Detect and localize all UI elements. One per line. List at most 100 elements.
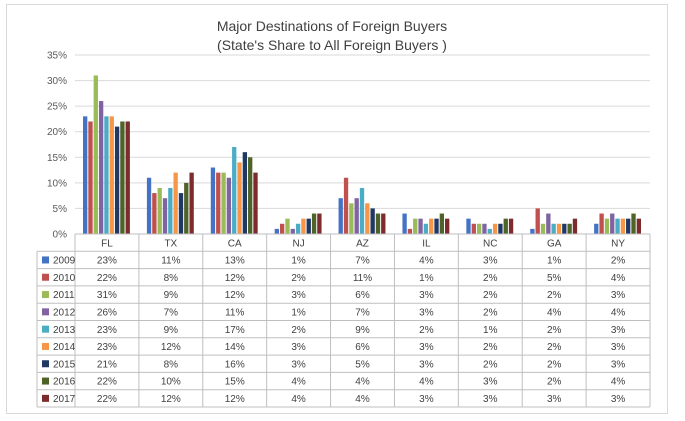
bar-2015-IL <box>434 218 439 234</box>
category-label: CA <box>228 238 242 249</box>
data-label: 7% <box>164 308 179 319</box>
data-label: 12% <box>225 290 245 301</box>
bar-2011-CA <box>221 172 226 234</box>
bar-2014-IL <box>429 218 434 234</box>
bar-2014-TX <box>173 172 178 234</box>
legend-label: 2014 <box>53 342 76 353</box>
data-label: 2% <box>547 342 562 353</box>
bar-2013-IL <box>423 223 429 234</box>
chart-svg: Major Destinations of Foreign Buyers (St… <box>36 18 651 408</box>
data-label: 1% <box>291 308 306 319</box>
bar-2010-TX <box>152 193 157 234</box>
bar-2014-NC <box>492 223 498 234</box>
data-label: 11% <box>353 273 372 284</box>
data-label: 1% <box>291 256 306 267</box>
data-label: 3% <box>483 377 498 388</box>
data-label: 3% <box>419 394 434 405</box>
data-label: 3% <box>291 290 306 301</box>
data-label: 13% <box>225 256 245 267</box>
data-label: 2% <box>419 325 434 336</box>
data-label: 4% <box>419 377 434 388</box>
data-label: 8% <box>164 273 179 284</box>
data-label: 3% <box>419 342 434 353</box>
bar-2017-TX <box>189 172 194 234</box>
category-label: NJ <box>292 238 304 249</box>
bar-2013-CA <box>232 147 237 234</box>
data-table: FL TX CA NJ AZ IL NC GA NY 2009 23% 11% 13% 1% 7% 4% 3% 1… <box>36 233 651 408</box>
data-label: 3% <box>419 290 434 301</box>
data-label: 12% <box>225 273 245 284</box>
data-label: 17% <box>225 325 245 336</box>
data-label: 3% <box>419 308 434 319</box>
data-label: 7% <box>355 256 370 267</box>
legend-label: 2012 <box>53 308 76 319</box>
legend-key-2013 <box>42 325 49 333</box>
bar-2009-FL <box>83 116 88 234</box>
data-label: 23% <box>97 342 117 353</box>
legend-key-2015 <box>42 360 49 368</box>
data-label: 1% <box>419 273 434 284</box>
data-label: 2% <box>291 273 306 284</box>
legend-key-2017 <box>42 394 49 402</box>
bar-2013-AZ <box>359 187 365 234</box>
bar-2011-NJ <box>285 218 290 234</box>
bar-2014-NY <box>620 218 626 234</box>
data-label: 4% <box>547 308 562 319</box>
bars <box>83 75 641 235</box>
data-label: 22% <box>97 273 117 284</box>
bar-2017-CA <box>253 172 258 234</box>
chart-subtitle: (State's Share to All Foreign Buyers ) <box>217 37 447 53</box>
category-label: TX <box>164 238 177 249</box>
data-label: 22% <box>97 377 117 388</box>
y-tick-label: 5% <box>53 204 68 215</box>
data-label: 23% <box>97 256 117 267</box>
bar-2012-AZ <box>354 198 359 234</box>
data-label: 4% <box>611 273 626 284</box>
data-label: 2% <box>483 342 498 353</box>
data-label: 2% <box>547 359 562 370</box>
bar-2015-AZ <box>370 208 375 234</box>
bar-2009-NY <box>594 223 599 234</box>
data-label: 9% <box>164 325 179 336</box>
bar-2015-CA <box>242 152 248 234</box>
data-label: 8% <box>164 359 179 370</box>
bar-2013-NJ <box>295 223 301 234</box>
data-label: 5% <box>355 359 370 370</box>
legend-key-2016 <box>42 377 49 385</box>
data-label: 5% <box>547 273 562 284</box>
bar-2010-IL <box>407 228 413 234</box>
bar-2012-FL <box>98 101 104 235</box>
bar-2016-NY <box>631 213 636 234</box>
data-label: 4% <box>419 256 434 267</box>
data-label: 4% <box>291 377 306 388</box>
bar-2012-CA <box>226 177 232 234</box>
bar-2014-NJ <box>301 218 306 234</box>
bar-2016-NC <box>503 218 508 234</box>
bar-2011-AZ <box>349 203 354 234</box>
y-tick-label: 25% <box>47 102 67 113</box>
chart-title: Major Destinations of Foreign Buyers <box>217 18 447 34</box>
bar-2009-NJ <box>274 228 279 234</box>
data-label: 12% <box>225 394 245 405</box>
data-label: 2% <box>483 359 498 370</box>
bar-2015-NJ <box>306 218 311 234</box>
data-label: 2% <box>483 308 498 319</box>
data-label: 21% <box>97 359 117 370</box>
data-label: 4% <box>291 394 306 405</box>
data-label: 2% <box>547 325 562 336</box>
bar-2014-CA <box>237 162 242 234</box>
legend-label: 2011 <box>53 290 75 301</box>
data-label: 9% <box>164 290 179 301</box>
data-label: 3% <box>611 325 626 336</box>
bar-2016-NJ <box>311 213 317 234</box>
bar-2016-AZ <box>375 213 381 234</box>
y-tick-label: 15% <box>47 153 67 164</box>
y-tick-label: 20% <box>47 127 67 138</box>
legend-key-2011 <box>42 291 49 299</box>
bar-2015-GA <box>562 223 567 234</box>
data-label: 3% <box>547 394 562 405</box>
category-label: IL <box>422 238 431 249</box>
data-label: 4% <box>611 377 626 388</box>
bar-2011-FL <box>93 75 98 234</box>
legend-label: 2010 <box>53 273 76 284</box>
